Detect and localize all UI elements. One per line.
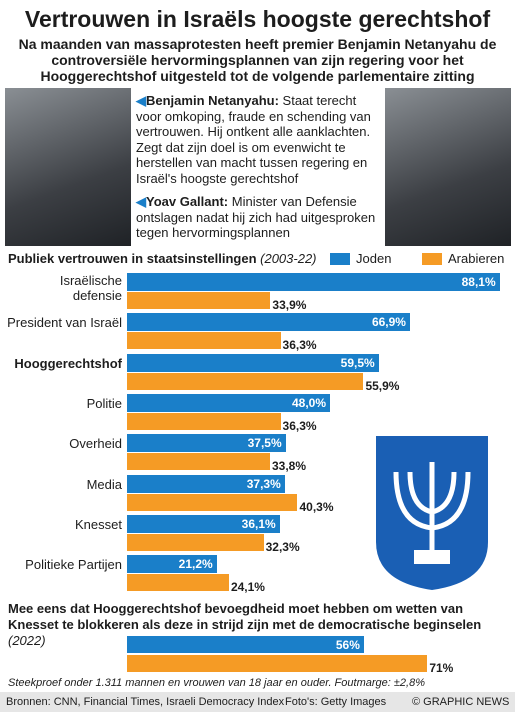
footer-bar: Bronnen: CNN, Financial Times, Israeli D… bbox=[0, 692, 515, 712]
value-label: 36,1% bbox=[241, 516, 276, 531]
chart-period: (2003-22) bbox=[260, 251, 317, 266]
value-label: 66,9% bbox=[371, 315, 406, 330]
value-label: 36,3% bbox=[282, 338, 317, 353]
category-label: Media bbox=[86, 476, 122, 492]
caption-name: Benjamin Netanyahu: bbox=[136, 93, 279, 108]
value-label: 36,3% bbox=[282, 418, 317, 433]
bar bbox=[127, 493, 298, 511]
bar bbox=[127, 273, 500, 291]
footnote: Steekproef onder 1.311 mannen en vrouwen… bbox=[8, 677, 425, 689]
value-label: 21,2% bbox=[178, 557, 213, 572]
caption: Yoav Gallant: Minister van Defensie onts… bbox=[136, 194, 380, 241]
bar bbox=[127, 574, 229, 592]
category-label: Overheid bbox=[69, 436, 122, 452]
photo-gallant bbox=[385, 88, 511, 246]
caption: Benjamin Netanyahu: Staat terecht voor o… bbox=[136, 93, 380, 186]
photo-netanyahu bbox=[5, 88, 131, 246]
sources: Bronnen: CNN, Financial Times, Israeli D… bbox=[6, 696, 285, 708]
category-label: Politie bbox=[86, 395, 122, 411]
bar bbox=[127, 655, 428, 672]
bar bbox=[127, 533, 264, 551]
category-label: Knesset bbox=[75, 516, 122, 532]
value-label: 33,9% bbox=[272, 298, 307, 312]
value-label: 55,9% bbox=[365, 378, 400, 393]
value-label: 59,5% bbox=[340, 355, 375, 370]
bar bbox=[127, 636, 364, 653]
legend-swatch bbox=[330, 253, 350, 265]
category-label: Hooggerechtshof bbox=[14, 355, 122, 371]
value-label: 56% bbox=[335, 638, 360, 652]
value-label: 40,3% bbox=[299, 499, 334, 514]
bar bbox=[127, 555, 217, 574]
legend-swatch bbox=[422, 253, 442, 265]
value-label: 88,1% bbox=[461, 275, 496, 289]
emblem-menorah bbox=[393, 462, 471, 552]
bar bbox=[127, 453, 270, 471]
bar bbox=[127, 474, 285, 493]
chart-title-text: Publiek vertrouwen in staatsinstellingen bbox=[8, 251, 257, 266]
legend-label: Joden bbox=[356, 251, 392, 266]
copyright: © GRAPHIC NEWS bbox=[412, 696, 510, 708]
chart-period: (2022) bbox=[8, 633, 46, 648]
value-label: 32,3% bbox=[265, 539, 300, 554]
category-label: President van Israël bbox=[7, 315, 122, 331]
emblem-base bbox=[414, 550, 450, 564]
chart-title: Publiek vertrouwen in staatsinstellingen… bbox=[8, 251, 317, 267]
photo-credit: Foto's: Getty Images bbox=[285, 696, 387, 708]
bar bbox=[127, 353, 379, 372]
bar bbox=[127, 393, 331, 412]
value-label: 33,8% bbox=[271, 459, 306, 474]
category-label: Israëlische defensie bbox=[59, 273, 122, 303]
value-label: 37,5% bbox=[247, 436, 282, 451]
chart-title-text: Mee eens dat Hooggerechtshof bevoegdheid… bbox=[8, 601, 482, 632]
bar bbox=[127, 292, 271, 309]
value-label: 37,3% bbox=[246, 476, 281, 491]
caption-text: Staat terecht voor omkoping, fraude en s… bbox=[136, 93, 371, 186]
caption-name: Yoav Gallant: bbox=[136, 194, 228, 209]
title: Vertrouwen in Israëls hoogste gerechtsho… bbox=[24, 6, 491, 32]
value-label: 48,0% bbox=[292, 395, 327, 410]
bar bbox=[127, 514, 280, 533]
legend-label: Arabieren bbox=[448, 251, 505, 266]
bar bbox=[127, 412, 281, 430]
emblem bbox=[376, 436, 488, 590]
chart-title: Mee eens dat Hooggerechtshof bevoegdheid… bbox=[8, 601, 508, 649]
bar bbox=[127, 434, 286, 453]
caption-text: Minister van Defensie ontslagen nadat hi… bbox=[136, 194, 376, 240]
category-label: Politieke Partijen bbox=[25, 557, 122, 573]
bar bbox=[127, 332, 281, 350]
value-label: 24,1% bbox=[230, 580, 265, 595]
value-label: 71% bbox=[429, 661, 454, 675]
bar bbox=[127, 372, 364, 390]
bar bbox=[127, 313, 410, 332]
subtitle: Na maanden van massaprotesten heeft prem… bbox=[18, 36, 497, 84]
